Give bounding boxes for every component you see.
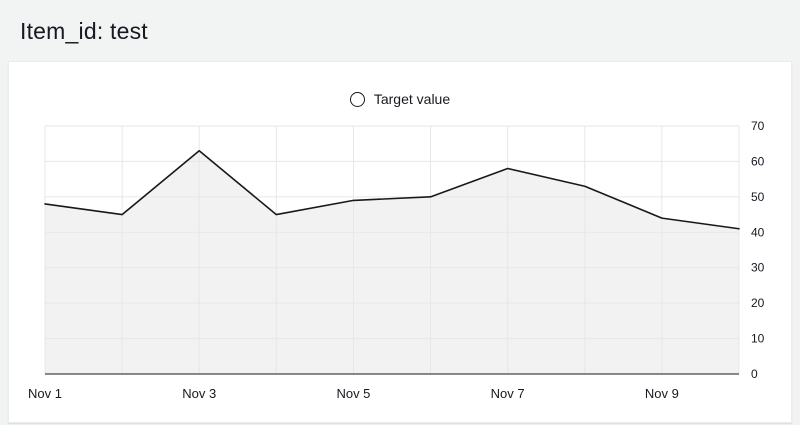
x-tick-label: Nov 1 [28, 386, 62, 401]
y-tick-label: 0 [751, 367, 758, 381]
page-header: Item_id: test [0, 0, 800, 61]
page-title: Item_id: test [20, 18, 148, 44]
target-value-line [44, 149, 740, 230]
line-chart: 0 10 20 30 40 50 60 70 Nov 1 Nov 3 Nov 5 Nov 7 Nov 9 [28, 119, 765, 401]
chart-legend: Target value [9, 88, 791, 110]
y-tick-label: 70 [751, 119, 765, 133]
y-tick-label: 50 [751, 190, 765, 204]
y-axis-labels: 0 10 20 30 40 50 60 70 [751, 119, 765, 381]
x-tick-label: Nov 9 [645, 386, 679, 401]
y-tick-label: 40 [751, 225, 765, 239]
y-tick-label: 10 [751, 332, 765, 346]
legend-label: Target value [373, 91, 451, 107]
y-tick-label: 60 [751, 154, 765, 168]
x-tick-label: Nov 5 [336, 386, 370, 401]
series-area-fill [45, 150, 739, 374]
chart-area: 0 10 20 30 40 50 60 70 Nov 1 Nov 3 Nov 5 Nov 7 Nov 9 [9, 118, 791, 417]
y-tick-label: 20 [751, 296, 765, 310]
legend-item-target-value[interactable]: Target value [349, 91, 451, 107]
x-axis-labels: Nov 1 Nov 3 Nov 5 Nov 7 Nov 9 [28, 386, 679, 401]
circle-legend-icon [349, 91, 365, 107]
x-tick-label: Nov 7 [491, 386, 525, 401]
gridlines [44, 125, 740, 374]
chart-card: Target value 0 10 20 30 40 50 60 70 Nov 1 Nov 3 No… [8, 61, 792, 423]
y-tick-label: 30 [751, 261, 765, 275]
x-tick-label: Nov 3 [182, 386, 216, 401]
